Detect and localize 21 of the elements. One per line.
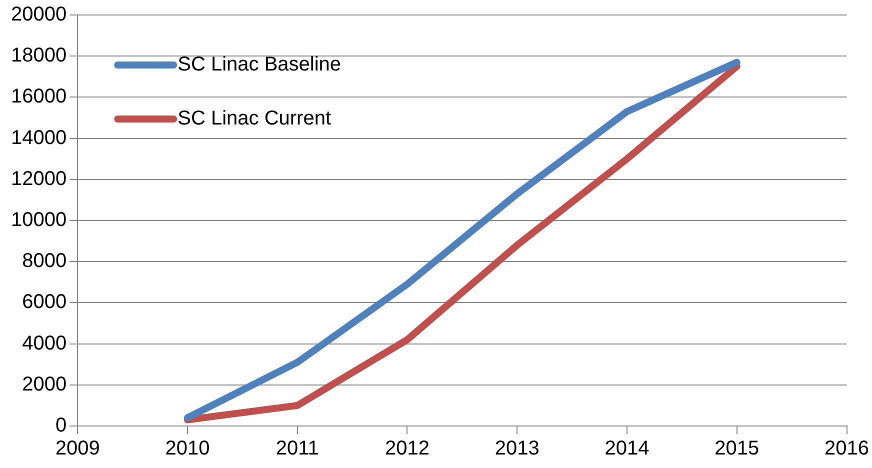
- x-tick-label: 2012: [384, 438, 430, 460]
- y-tick-label: 18000: [10, 44, 67, 67]
- x-tick-label: 2016: [824, 438, 870, 460]
- y-tick-label: 4000: [22, 332, 67, 354]
- y-tick-label: 6000: [22, 291, 67, 314]
- legend-label: SC Linac Current: [178, 108, 332, 130]
- x-tick-label: 2013: [494, 438, 540, 460]
- x-tick-label: 2014: [604, 438, 650, 460]
- y-tick-label: 2000: [22, 373, 67, 396]
- y-tick-label: 12000: [10, 168, 67, 190]
- y-tick-label: 0: [55, 414, 67, 437]
- y-tick-label: 8000: [22, 250, 67, 272]
- legend-label: SC Linac Baseline: [178, 54, 342, 76]
- x-tick-label: 2015: [714, 438, 760, 460]
- y-tick-label: 20000: [10, 4, 67, 26]
- y-tick-label: 10000: [10, 209, 67, 232]
- y-tick-label: 16000: [10, 86, 67, 108]
- x-tick-label: 2011: [276, 438, 319, 460]
- x-tick-label: 2009: [55, 438, 100, 460]
- x-tick-label: 2010: [165, 438, 210, 460]
- y-tick-label: 14000: [10, 126, 67, 149]
